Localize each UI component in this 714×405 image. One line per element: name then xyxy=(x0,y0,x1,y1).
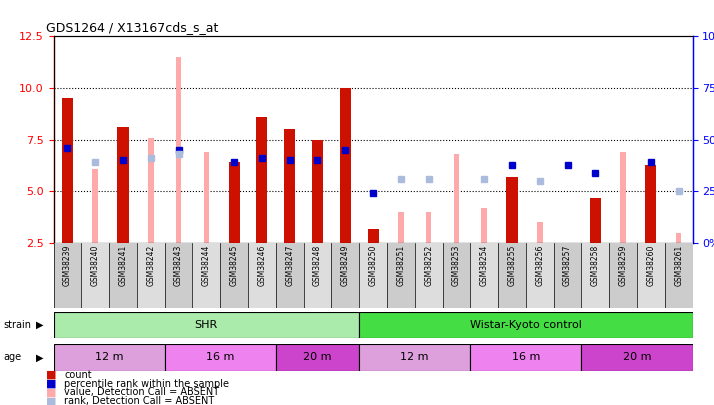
Text: GSM38239: GSM38239 xyxy=(63,245,72,286)
Bar xyxy=(359,344,471,371)
Bar xyxy=(359,243,387,308)
Text: SHR: SHR xyxy=(195,320,218,330)
Bar xyxy=(526,243,553,308)
Bar xyxy=(676,232,681,243)
Text: GSM38252: GSM38252 xyxy=(424,245,433,286)
Text: GSM38241: GSM38241 xyxy=(119,245,128,286)
Bar xyxy=(165,243,193,308)
Bar xyxy=(148,138,154,243)
Text: GSM38253: GSM38253 xyxy=(452,245,461,286)
Text: 20 m: 20 m xyxy=(623,352,651,362)
Bar xyxy=(506,177,518,243)
Text: ▶: ▶ xyxy=(36,320,44,330)
Bar xyxy=(590,198,601,243)
Text: 16 m: 16 m xyxy=(206,352,234,362)
Bar xyxy=(109,243,137,308)
Text: 12 m: 12 m xyxy=(95,352,124,362)
Bar xyxy=(415,243,443,308)
Bar xyxy=(471,243,498,308)
Bar xyxy=(54,243,81,308)
Text: ■: ■ xyxy=(46,370,57,379)
Text: GSM38242: GSM38242 xyxy=(146,245,155,286)
Text: GSM38247: GSM38247 xyxy=(285,245,294,286)
Text: age: age xyxy=(4,352,21,362)
Text: ■: ■ xyxy=(46,388,57,397)
Bar xyxy=(284,130,296,243)
Bar xyxy=(193,243,220,308)
Bar xyxy=(665,243,693,308)
Text: GSM38258: GSM38258 xyxy=(591,245,600,286)
Bar xyxy=(426,212,431,243)
Text: 16 m: 16 m xyxy=(512,352,540,362)
Bar xyxy=(248,243,276,308)
Bar xyxy=(481,208,487,243)
Text: GSM38250: GSM38250 xyxy=(368,245,378,286)
Text: GSM38256: GSM38256 xyxy=(536,245,544,286)
Text: 20 m: 20 m xyxy=(303,352,332,362)
Text: GSM38244: GSM38244 xyxy=(202,245,211,286)
Bar xyxy=(471,344,581,371)
Text: rank, Detection Call = ABSENT: rank, Detection Call = ABSENT xyxy=(64,396,214,405)
Text: ■: ■ xyxy=(46,379,57,388)
Bar xyxy=(581,344,693,371)
Text: GSM38249: GSM38249 xyxy=(341,245,350,286)
Bar xyxy=(203,152,209,243)
Bar xyxy=(117,127,129,243)
Bar xyxy=(553,243,581,308)
Bar xyxy=(54,312,359,338)
Text: GSM38248: GSM38248 xyxy=(313,245,322,286)
Bar xyxy=(645,164,656,243)
Bar xyxy=(228,162,240,243)
Text: GDS1264 / X13167cds_s_at: GDS1264 / X13167cds_s_at xyxy=(46,21,218,34)
Bar xyxy=(276,243,303,308)
Bar xyxy=(637,243,665,308)
Bar xyxy=(387,243,415,308)
Bar xyxy=(54,344,165,371)
Text: GSM38246: GSM38246 xyxy=(258,245,266,286)
Text: GSM38255: GSM38255 xyxy=(508,245,516,286)
Bar xyxy=(331,243,359,308)
Bar xyxy=(137,243,165,308)
Text: strain: strain xyxy=(4,320,31,330)
Bar xyxy=(62,98,73,243)
Text: ▶: ▶ xyxy=(36,352,44,362)
Bar xyxy=(81,243,109,308)
Text: value, Detection Call = ABSENT: value, Detection Call = ABSENT xyxy=(64,388,219,397)
Text: GSM38257: GSM38257 xyxy=(563,245,572,286)
Text: GSM38251: GSM38251 xyxy=(396,245,406,286)
Bar xyxy=(453,154,459,243)
Text: percentile rank within the sample: percentile rank within the sample xyxy=(64,379,229,388)
Bar xyxy=(398,212,403,243)
Bar xyxy=(443,243,471,308)
Bar xyxy=(256,117,268,243)
Bar xyxy=(368,228,378,243)
Bar xyxy=(303,243,331,308)
Text: GSM38261: GSM38261 xyxy=(674,245,683,286)
Bar xyxy=(92,168,98,243)
Text: GSM38245: GSM38245 xyxy=(230,245,238,286)
Bar xyxy=(609,243,637,308)
Bar xyxy=(340,88,351,243)
Bar xyxy=(537,222,543,243)
Text: count: count xyxy=(64,370,92,379)
Bar xyxy=(220,243,248,308)
Text: GSM38240: GSM38240 xyxy=(91,245,100,286)
Bar xyxy=(176,57,181,243)
Bar xyxy=(165,344,276,371)
Text: Wistar-Kyoto control: Wistar-Kyoto control xyxy=(470,320,582,330)
Bar xyxy=(359,312,693,338)
Bar xyxy=(276,344,359,371)
Bar xyxy=(581,243,609,308)
Bar xyxy=(312,140,323,243)
Text: ■: ■ xyxy=(46,396,57,405)
Text: GSM38243: GSM38243 xyxy=(174,245,183,286)
Text: GSM38259: GSM38259 xyxy=(618,245,628,286)
Text: GSM38260: GSM38260 xyxy=(646,245,655,286)
Text: GSM38254: GSM38254 xyxy=(480,245,488,286)
Text: 12 m: 12 m xyxy=(401,352,429,362)
Bar xyxy=(620,152,626,243)
Bar xyxy=(498,243,526,308)
